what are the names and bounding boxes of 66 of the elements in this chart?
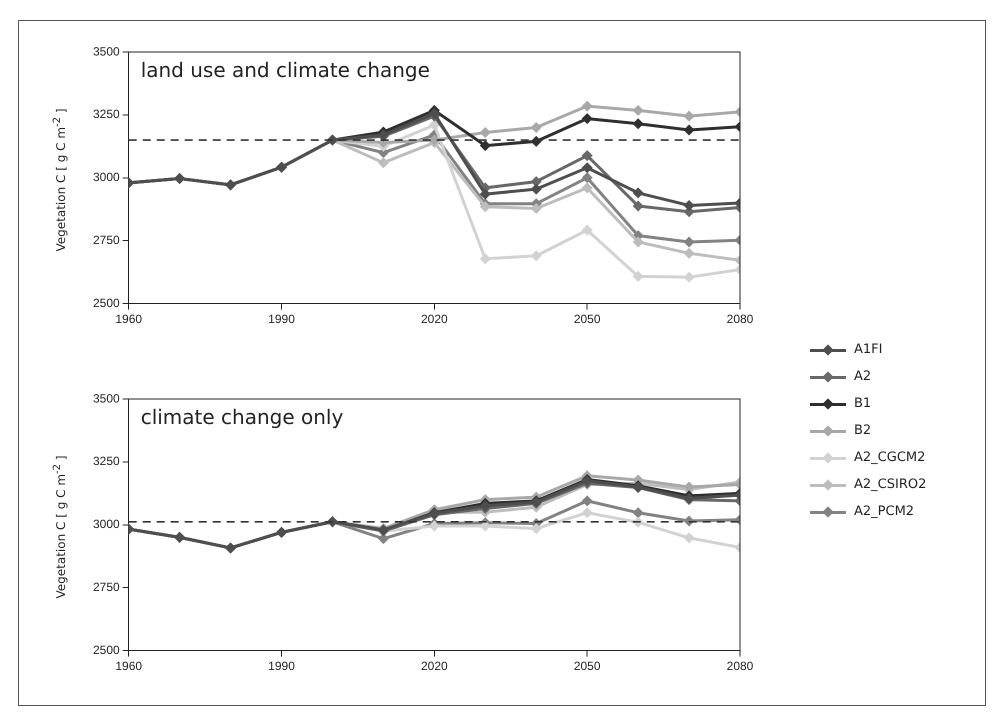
y-tick-label: 3500 [92, 391, 120, 406]
point [684, 124, 695, 136]
point [582, 507, 593, 518]
x-tick-label: 2020 [420, 312, 448, 326]
point [378, 157, 389, 168]
point [684, 110, 695, 122]
legend-label: B2 [854, 423, 872, 438]
point [632, 200, 644, 212]
point [480, 188, 491, 200]
point [684, 272, 695, 283]
point [582, 100, 593, 112]
point [480, 253, 491, 264]
point [530, 202, 542, 214]
point [582, 182, 593, 194]
point [530, 250, 542, 262]
point [632, 118, 644, 130]
point [582, 172, 593, 184]
point [480, 140, 491, 152]
x-tick-label: 1960 [115, 312, 142, 326]
y-tick-label: 3250 [92, 454, 120, 468]
point [530, 122, 542, 133]
y-tick-label: 3000 [92, 517, 120, 532]
y-tick-label: 2500 [92, 296, 120, 310]
y-tick-label: 3500 [92, 44, 120, 58]
point [480, 500, 491, 512]
point [632, 187, 644, 198]
point [632, 507, 644, 518]
legend-label: A2_CSIRO2 [854, 477, 926, 492]
x-tick-label: 1960 [115, 659, 142, 674]
point [480, 127, 491, 138]
legend-label: A2_CGCM2 [854, 450, 926, 465]
legend-label: A1FI [854, 342, 882, 357]
x-tick-label: 1990 [268, 659, 296, 674]
point [428, 520, 440, 532]
x-tick-label: 2050 [574, 312, 601, 326]
point [684, 236, 695, 248]
x-tick-label: 2080 [726, 659, 754, 674]
y-tick-label: 2750 [92, 580, 120, 594]
legend-label: B1 [854, 396, 872, 411]
point [428, 119, 440, 130]
point [530, 523, 542, 534]
y-tick-label: 2750 [92, 233, 120, 248]
point [684, 200, 695, 211]
point [480, 201, 491, 212]
y-tick-label: 3000 [92, 170, 120, 184]
point [684, 248, 695, 259]
y-tick-label: 2500 [92, 642, 120, 657]
legend-label: A2 [854, 369, 872, 384]
x-tick-label: 2020 [420, 659, 448, 674]
x-tick-label: 2050 [574, 659, 601, 674]
point [428, 108, 440, 120]
point [530, 184, 542, 195]
point [582, 113, 593, 124]
point [582, 162, 593, 174]
point [582, 224, 593, 236]
point [582, 150, 593, 162]
point [632, 236, 644, 248]
point [632, 104, 644, 116]
chart-title: land use and climate change [140, 58, 430, 82]
x-tick-label: 1990 [268, 312, 296, 326]
chart-title: climate change only [140, 405, 344, 430]
point [684, 532, 695, 544]
legend-label: A2_PCM2 [854, 504, 914, 519]
y-tick-label: 3250 [92, 107, 120, 122]
point [582, 495, 593, 506]
x-tick-label: 2080 [726, 312, 754, 326]
